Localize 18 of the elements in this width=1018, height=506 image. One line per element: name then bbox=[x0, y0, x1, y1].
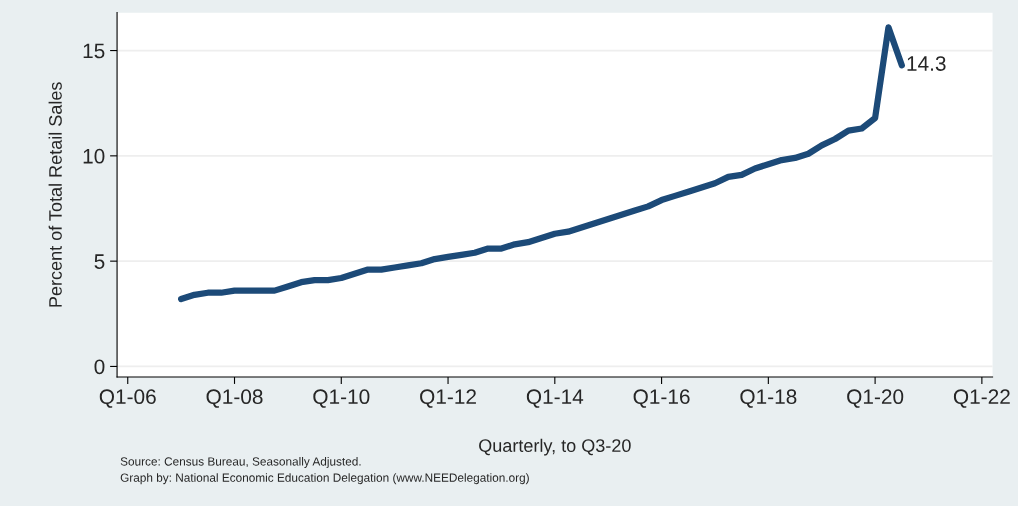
x-tick-label: Q1-12 bbox=[420, 389, 476, 408]
x-tick-label: Q1-22 bbox=[953, 389, 1010, 408]
y-tick-label: 15 bbox=[83, 43, 105, 59]
x-tick-label: Q1-16 bbox=[633, 389, 690, 408]
y-tick-label: 0 bbox=[94, 359, 105, 375]
y-axis-title: Percent of Total Retail Sales bbox=[48, 82, 62, 307]
x-tick-label: Q1-18 bbox=[740, 389, 797, 408]
x-tick-label: Q1-08 bbox=[206, 389, 263, 408]
x-axis-title: Quarterly, to Q3-20 bbox=[479, 438, 631, 456]
y-tick-label: 5 bbox=[94, 254, 105, 269]
source-note: Source: Census Bureau, Seasonally Adjusted. bbox=[120, 456, 361, 468]
x-tick-label: Q1-14 bbox=[526, 389, 584, 408]
x-tick-label: Q1-06 bbox=[99, 389, 156, 408]
text: Graph by: National Economic Education Delegation (www.NEEDelegation.org) bbox=[120, 473, 529, 485]
y-tick-label: 10 bbox=[83, 148, 105, 164]
x-tick-label: Q1-20 bbox=[847, 389, 904, 408]
data-label: 14.3 bbox=[907, 56, 946, 71]
x-tick-label: Q1-10 bbox=[313, 389, 370, 408]
